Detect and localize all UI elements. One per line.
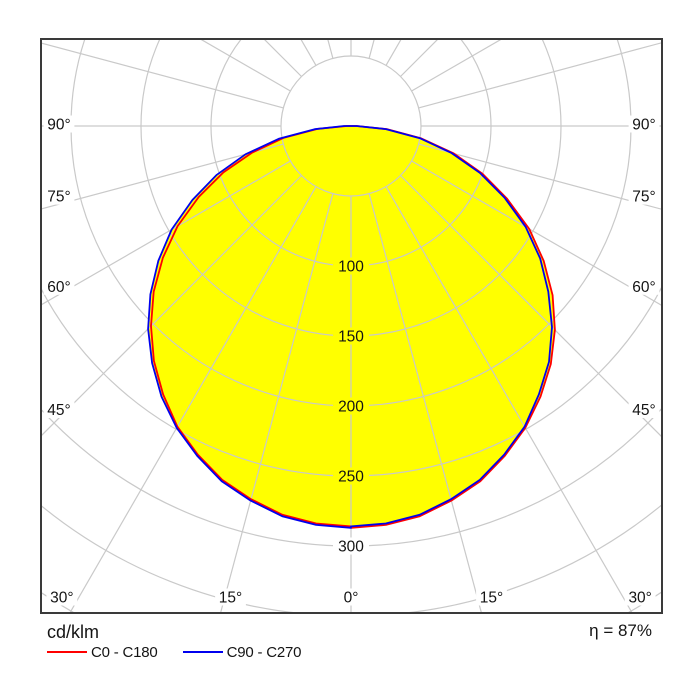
angle-label-left-45: 45° xyxy=(47,402,70,419)
radial-tick-label: 200 xyxy=(338,399,364,416)
angle-labels: 0° 15° 15° 30° 30° 45° 45° 60° 60° 75° 75° 90° 90° 10… xyxy=(43,115,660,607)
angle-gridline xyxy=(41,175,302,437)
plot-border xyxy=(40,38,663,614)
angle-label-right-60: 60° xyxy=(632,279,655,296)
angle-label-left-90: 90° xyxy=(47,117,70,134)
angle-label-right-75: 75° xyxy=(632,189,655,206)
radial-tick-label: 300 xyxy=(338,539,364,556)
angle-gridline xyxy=(327,39,334,59)
angle-gridline xyxy=(400,175,662,438)
angle-label-left-15: 15° xyxy=(219,590,242,607)
radial-tick-label: 250 xyxy=(338,469,364,486)
angle-gridline xyxy=(418,143,662,210)
c0-c180-label: C0 - C180 xyxy=(91,643,158,661)
angle-label-left-30: 30° xyxy=(50,590,73,607)
angle-label-right-15: 15° xyxy=(480,590,503,607)
radial-tick-label: 100 xyxy=(338,259,364,276)
c0-c180-line-swatch xyxy=(47,651,87,653)
legend: cd/klm C0 - C180 C90 - C270 xyxy=(47,622,302,661)
legend-row: C0 - C180 C90 - C270 xyxy=(47,643,302,661)
angle-gridline xyxy=(411,160,662,307)
angle-gridline xyxy=(69,186,317,613)
angle-gridline xyxy=(199,39,291,92)
angle-gridline xyxy=(385,39,402,66)
angle-label-left-60: 60° xyxy=(47,279,70,296)
c90-c270-line-swatch xyxy=(182,651,223,653)
angle-gridline xyxy=(368,39,375,59)
angle-label-right-30: 30° xyxy=(628,590,651,607)
angle-label-left-75: 75° xyxy=(47,189,70,206)
radial-tick-labels: 100 150 200 250 300 xyxy=(333,257,369,556)
angle-gridline xyxy=(300,39,317,66)
angle-label-right-90: 90° xyxy=(632,117,655,134)
angle-gridline xyxy=(41,143,284,210)
c90-c270-label: C90 - C270 xyxy=(226,643,302,661)
angle-gridline xyxy=(385,186,633,613)
efficiency-label: η = 87% xyxy=(589,621,652,640)
angle-gridline xyxy=(418,42,662,109)
radial-tick-label: 150 xyxy=(338,329,364,346)
angle-label-right-45: 45° xyxy=(632,402,655,419)
angle-gridline xyxy=(41,42,284,109)
curve-c90-c270 xyxy=(147,125,553,529)
legend-units-label: cd/klm xyxy=(47,622,100,642)
angle-label-right-0: 0° xyxy=(344,590,359,607)
